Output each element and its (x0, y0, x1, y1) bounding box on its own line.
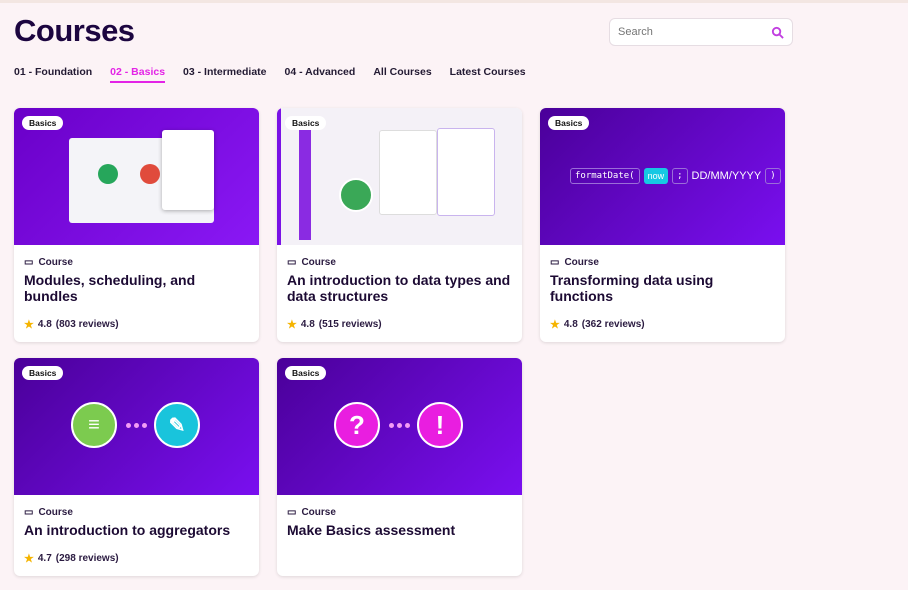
function-illustration: formatDate( now ; DD/MM/YYYY ) (570, 168, 781, 184)
rating-value: 4.8 (300, 319, 315, 330)
course-icon: ▭ (24, 507, 34, 518)
course-thumbnail: Basics (14, 108, 259, 245)
course-type: Course (301, 507, 336, 518)
course-type: Course (38, 257, 73, 268)
course-icon: ▭ (550, 257, 560, 268)
function-format: DD/MM/YYYY (691, 170, 762, 182)
tab-basics[interactable]: 02 - Basics (110, 66, 166, 83)
connector-dots (389, 423, 410, 428)
level-badge: Basics (22, 116, 64, 130)
tab-foundation[interactable]: 01 - Foundation (14, 66, 93, 78)
sheets-icon (98, 164, 118, 184)
function-close: ) (765, 168, 781, 184)
star-icon: ★ (24, 553, 34, 565)
rating-value: 4.8 (37, 319, 52, 330)
question-icon: ? (334, 402, 380, 448)
dialog-image (437, 128, 495, 216)
course-card[interactable]: formatDate( now ; DD/MM/YYYY ) Basics ▭ C… (540, 108, 785, 342)
gmail-icon (140, 164, 160, 184)
course-card[interactable]: Basics ▭ Course Modules, scheduling, and … (14, 108, 259, 342)
course-thumbnail: ≡ ✎ Basics (14, 358, 259, 495)
sheets-icon (339, 178, 373, 212)
star-icon: ★ (550, 319, 560, 331)
exclamation-icon: ! (417, 402, 463, 448)
tab-all-courses[interactable]: All Courses (373, 66, 432, 78)
rating-value: 4.7 (37, 553, 52, 564)
page-title: Courses (14, 13, 135, 48)
dialog-image (379, 130, 437, 215)
course-card[interactable]: ≡ ✎ Basics ▭ Course An introduction to ag… (14, 358, 259, 576)
tab-latest-courses[interactable]: Latest Courses (449, 66, 526, 78)
course-thumbnail: ? ! Basics (277, 358, 522, 495)
review-count: (515 reviews) (318, 319, 382, 330)
course-card[interactable]: Basics ▭ Course An introduction to data t… (277, 108, 522, 342)
connector-dots (126, 423, 147, 428)
function-separator: ; (672, 168, 688, 184)
search-box[interactable] (609, 18, 793, 46)
course-thumbnail: formatDate( now ; DD/MM/YYYY ) Basics (540, 108, 785, 245)
search-icon[interactable] (771, 26, 784, 39)
search-input[interactable] (618, 26, 771, 38)
course-title[interactable]: Transforming data using functions (550, 272, 714, 304)
tab-intermediate[interactable]: 03 - Intermediate (183, 66, 267, 78)
review-count: (298 reviews) (55, 553, 119, 564)
level-badge: Basics (285, 366, 327, 380)
star-icon: ★ (287, 319, 297, 331)
tab-advanced[interactable]: 04 - Advanced (284, 66, 356, 78)
course-icon: ▭ (24, 257, 34, 268)
course-card[interactable]: ? ! Basics ▭ Course Make Basics assessmen… (277, 358, 522, 576)
course-thumbnail: Basics (277, 108, 522, 245)
course-type: Course (301, 257, 336, 268)
level-badge: Basics (548, 116, 590, 130)
course-icon: ▭ (287, 507, 297, 518)
course-type: Course (564, 257, 599, 268)
review-count: (362 reviews) (581, 319, 645, 330)
screenshot-image (162, 130, 214, 210)
level-badge: Basics (285, 116, 327, 130)
review-count: (803 reviews) (55, 319, 119, 330)
course-title[interactable]: An introduction to aggregators (24, 522, 231, 538)
star-icon: ★ (24, 319, 34, 331)
course-icon: ▭ (287, 257, 297, 268)
category-tabs: 01 - Foundation 02 - Basics 03 - Interme… (14, 66, 526, 83)
course-title[interactable]: Modules, scheduling, and bundles (24, 272, 196, 304)
aggregator-icon: ≡ (71, 402, 117, 448)
course-title[interactable]: Make Basics assessment (287, 522, 456, 538)
rating-value: 4.8 (563, 319, 578, 330)
course-title[interactable]: An introduction to data types and data s… (287, 272, 511, 304)
course-type: Course (38, 507, 73, 518)
sidebar-image (299, 120, 311, 240)
edit-icon: ✎ (154, 402, 200, 448)
function-name: formatDate( (570, 168, 640, 184)
level-badge: Basics (22, 366, 64, 380)
function-arg: now (643, 168, 669, 184)
